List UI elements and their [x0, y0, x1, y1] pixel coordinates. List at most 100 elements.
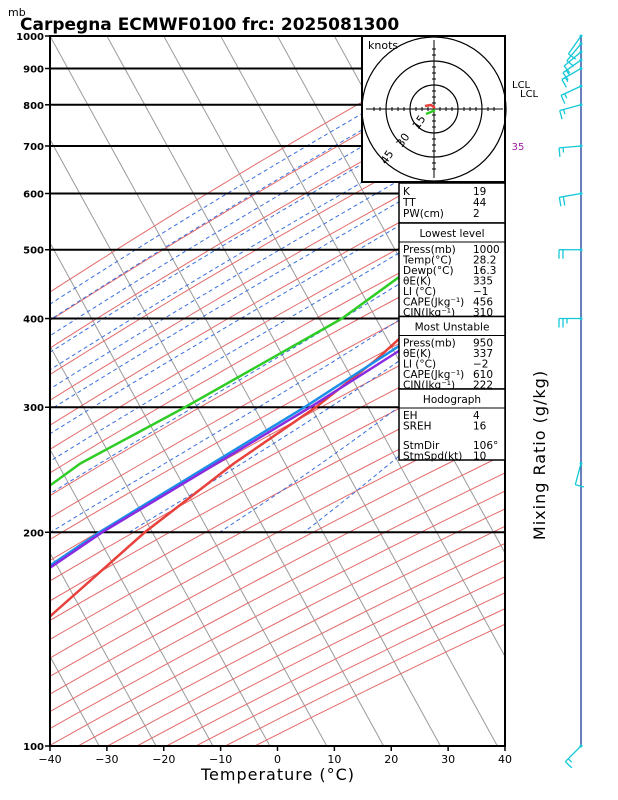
- x-tick-label: −10: [209, 753, 232, 766]
- table-row-value: −1: [473, 286, 488, 298]
- x-tick-label: 0: [274, 753, 281, 766]
- moist-adiabat: [50, 186, 505, 462]
- dry-adiabat: [50, 138, 505, 401]
- table-row-value: 1000: [473, 244, 500, 256]
- wind-barb: [559, 103, 583, 120]
- virtual_parcel-line: [50, 277, 505, 570]
- table-row-value: 950: [473, 338, 493, 350]
- table-heading: Lowest level: [419, 228, 484, 240]
- y-tick-label: 700: [23, 142, 44, 153]
- table-row-value: 4: [473, 410, 480, 422]
- wind-barb-flag: [562, 196, 566, 206]
- dry-adiabat: [50, 375, 505, 621]
- wind-barb-station: [579, 461, 583, 465]
- hodograph-storm-motion: [425, 108, 436, 116]
- table-row-label: CAPE(Jkg⁻¹): [403, 369, 464, 381]
- table-row-value: 610: [473, 369, 493, 381]
- table-box: [398, 182, 506, 224]
- wind-barb-station: [579, 248, 583, 252]
- lcl-label: LCL: [512, 80, 531, 91]
- isotherm-line: [50, 36, 441, 746]
- table-row-label: SREH: [403, 421, 432, 433]
- wind-barb: [558, 144, 583, 157]
- wind-barb-station: [579, 144, 583, 148]
- table-row-value: 19: [473, 186, 486, 198]
- wind-barbs: [558, 34, 585, 769]
- table-heading: Hodograph: [423, 394, 481, 406]
- isotherm-line: [50, 448, 214, 746]
- parcel-line: [50, 272, 505, 568]
- stability-table: K 19 TT 44 PW(cm) 2 Lowest level Press(mb) 1000 T…: [398, 182, 506, 463]
- table-row-label: LI (°C): [403, 359, 436, 371]
- table-row-label: TT: [402, 197, 416, 209]
- wind-barb: [558, 317, 583, 328]
- y-tick-label: 800: [23, 101, 44, 112]
- wind-barb-station: [579, 34, 583, 38]
- wind-barb-staff: [567, 35, 582, 55]
- table-row-label: StmSpd(kt): [403, 451, 462, 463]
- x-tick-label: −20: [152, 753, 175, 766]
- table-row-value: 456: [473, 297, 493, 309]
- table-row-label: CAPE(Jkg⁻¹): [403, 297, 464, 309]
- table-row-value: 16: [473, 421, 487, 433]
- table-row-value: 10: [473, 451, 486, 463]
- isotherm-line: [50, 345, 271, 746]
- wind-barb: [574, 461, 585, 488]
- isotherm-line: [163, 36, 505, 658]
- table-row-label: EH: [403, 410, 418, 422]
- wind-barb-flag: [560, 95, 566, 104]
- hodograph-unit: knots: [368, 39, 398, 52]
- wind-barb-flag: [564, 761, 573, 769]
- wind-barb: [558, 192, 583, 207]
- dry-adiabat: [50, 434, 505, 677]
- wind-barb-flag: [567, 758, 573, 763]
- lcl-label: LCL: [520, 89, 539, 100]
- y-axis-label: Mixing Ratio (g/kg): [530, 370, 549, 540]
- y-tick-label: 900: [23, 65, 44, 76]
- dry-adiabat: [50, 288, 505, 540]
- wind-barb-staff: [566, 43, 582, 62]
- table-row-value: 16.3: [473, 265, 496, 277]
- table-row-value: 2: [473, 208, 480, 220]
- wind-barb-station: [579, 50, 583, 54]
- wind-barb-flag: [558, 147, 561, 157]
- y-tick-label: 600: [23, 190, 44, 201]
- chart-title: Carpegna ECMWF0100 frc: 2025081300: [20, 15, 399, 35]
- y-tick-label: 200: [23, 528, 44, 539]
- wind-barb: [564, 744, 583, 769]
- wind-barb-flag: [558, 197, 562, 207]
- y-tick-label: 1000: [16, 32, 44, 43]
- wind-barb: [560, 84, 583, 104]
- table-row-value: 28.2: [473, 255, 496, 267]
- dry-adiabat: [50, 265, 505, 519]
- table-row-label: K: [403, 186, 411, 198]
- wind-barb-station: [579, 103, 583, 107]
- moist-adiabat: [128, 284, 505, 533]
- wind-barb-station: [579, 317, 583, 321]
- table-row-value: 335: [473, 276, 493, 288]
- table-row-label: Dewp(°C): [403, 265, 454, 277]
- wind-barb-station: [579, 744, 583, 748]
- wind-barb-station: [579, 66, 583, 70]
- wind-barb-staff: [574, 463, 582, 485]
- isotherm-line: [50, 241, 328, 746]
- table-row-value: 44: [473, 197, 487, 209]
- temperature-line: [50, 262, 505, 619]
- table-row-label: PW(cm): [403, 208, 444, 220]
- table-row-value: 106°: [473, 440, 498, 452]
- wind-barb: [562, 58, 583, 81]
- x-tick-label: 40: [498, 753, 512, 766]
- wind-barb: [558, 248, 583, 259]
- wind-barb-staff: [563, 51, 582, 67]
- wind-barb-flag: [565, 70, 570, 75]
- wind-barb-flag: [564, 77, 569, 83]
- y-tick-label: 100: [23, 742, 44, 753]
- wind-barb-flag: [566, 60, 575, 67]
- wind-barb: [566, 42, 583, 67]
- x-tick-label: 30: [441, 753, 455, 766]
- dry-adiabat: [50, 415, 505, 659]
- wind-barb: [563, 50, 583, 74]
